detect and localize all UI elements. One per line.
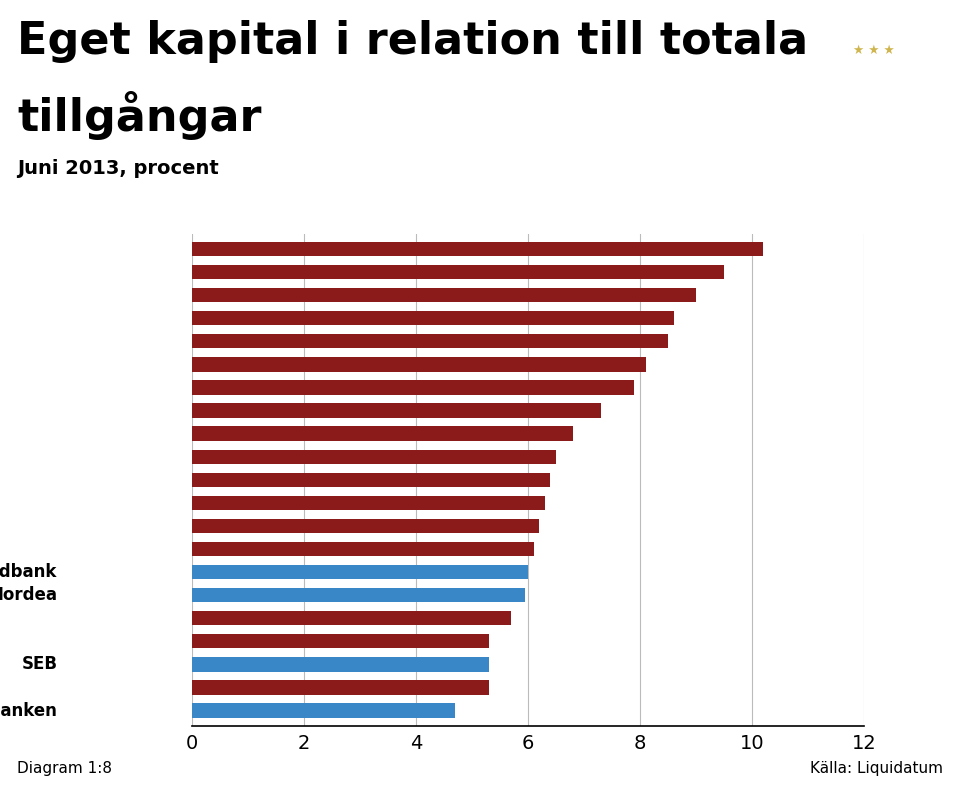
Text: Källa: Liquidatum: Källa: Liquidatum <box>809 761 943 776</box>
Bar <box>192 450 556 464</box>
Bar <box>192 542 534 556</box>
Text: Handelsbanken: Handelsbanken <box>0 702 58 719</box>
Text: ☸: ☸ <box>860 84 888 113</box>
Bar <box>192 519 540 533</box>
Bar <box>192 634 489 649</box>
Bar <box>192 496 544 510</box>
Bar <box>192 357 645 371</box>
Bar <box>192 473 550 487</box>
Bar <box>192 288 696 302</box>
Bar <box>192 611 511 626</box>
Bar <box>192 381 635 395</box>
Bar <box>192 265 724 279</box>
Bar <box>192 657 489 672</box>
Bar <box>192 565 528 579</box>
Text: SEB: SEB <box>22 656 58 673</box>
Bar <box>192 427 573 441</box>
Text: ★ ★ ★: ★ ★ ★ <box>853 44 895 57</box>
Bar <box>192 588 525 603</box>
Text: SVERIGES
RIKSBANK: SVERIGES RIKSBANK <box>844 125 904 147</box>
Bar <box>192 404 601 418</box>
Bar <box>192 311 674 325</box>
Text: Diagram 1:8: Diagram 1:8 <box>17 761 112 776</box>
Bar <box>192 680 489 695</box>
Text: tillgångar: tillgångar <box>17 91 262 140</box>
Text: Eget kapital i relation till totala: Eget kapital i relation till totala <box>17 20 808 63</box>
Bar <box>192 334 668 348</box>
Text: Juni 2013, procent: Juni 2013, procent <box>17 159 219 178</box>
Bar <box>192 242 763 256</box>
Bar <box>192 703 455 718</box>
Text: Swedbank: Swedbank <box>0 563 58 581</box>
Text: Nordea: Nordea <box>0 586 58 604</box>
